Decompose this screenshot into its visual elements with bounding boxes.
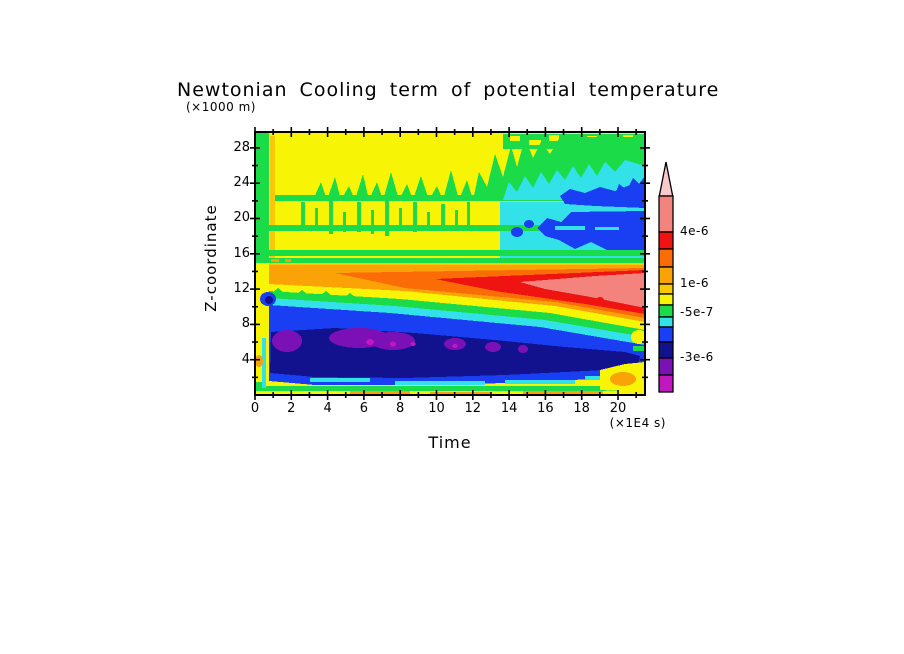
colorbar-tick-label: -3e-6 [680,350,714,364]
contour-region [310,378,370,382]
y-tick-label: 8 [241,316,250,332]
contour-region [524,220,534,228]
contour-region [395,381,485,385]
colorbar-segment [658,341,674,359]
contour-region [596,297,604,303]
x-axis-unit-label: (×1E4 s) [609,416,666,430]
contour-region [529,140,541,145]
contour-region [255,355,263,367]
x-tick-label: 8 [396,401,405,416]
contour-region [510,136,520,141]
contour-region [366,339,374,345]
x-tick-label: 6 [359,401,369,416]
x-tick-label: 16 [537,401,554,416]
contour-region [523,391,603,394]
chart-title: Newtonian Cooling term of potential temp… [177,79,720,101]
contour-region [329,200,333,234]
x-tick-label: 10 [428,401,445,416]
contour-region [452,344,458,348]
colorbar-tick-label: 4e-6 [680,224,709,238]
contour-region [511,227,523,237]
contour-region [467,202,470,228]
contour-region [413,202,417,232]
colorbar-segment [658,316,674,328]
colorbar-tick-label: 1e-6 [680,276,709,290]
x-tick-label: 4 [323,401,332,416]
colorbar-overflow-arrow [658,161,674,197]
colorbar-segment [658,374,674,393]
colorbar-segment [658,304,674,318]
contour-region [441,204,445,230]
colorbar-tick-label: -5e-7 [680,305,714,319]
x-axis-label: Time [428,433,472,452]
contour-region [399,208,402,230]
y-tick-label: 20 [233,210,250,226]
x-tick-label: 14 [500,401,518,416]
contour-region [269,258,645,263]
contour-region [549,135,559,141]
plot-area [255,132,645,395]
colorbar-segment [658,248,674,268]
contour-region [371,332,415,350]
y-axis-unit-label: (×1000 m) [186,100,256,114]
contour-region [427,212,430,230]
colorbar-segment [658,326,674,343]
colorbar-segment [658,266,674,285]
contour-region [285,259,291,262]
y-tick-label: 28 [233,139,250,155]
contour-region [555,226,585,230]
y-tick-label: 4 [241,351,250,367]
contour-region [595,227,619,230]
contour-region [350,391,410,394]
colorbar-segment [658,283,674,295]
colorbar-segment [658,357,674,376]
colorbar-segment [658,231,674,250]
contour-region [269,250,645,256]
x-tick-label: 20 [609,401,627,416]
contour-region [357,202,361,232]
contour-region [518,345,528,353]
contour-region [455,210,458,230]
y-tick-label: 24 [233,175,250,191]
contour-region [315,208,318,230]
contour-region [410,342,416,346]
contour-region [505,380,575,384]
colorbar-segment [658,293,674,306]
contour-region [343,212,346,232]
contour-region [633,346,645,351]
contour-region [255,132,269,263]
x-tick-label: 18 [573,401,590,416]
contour-region [430,392,490,395]
contour-region [271,259,279,262]
contour-region [371,210,374,234]
contour-region [255,386,645,391]
x-tick-label: 12 [464,401,482,416]
contour-region [385,198,389,236]
contour-region [610,372,636,386]
contour-region [272,330,302,352]
x-tick-label: 2 [287,401,296,416]
y-tick-label: 16 [233,245,250,261]
x-tick-label: 0 [250,401,260,416]
contour-region [485,342,501,352]
y-tick-label: 12 [233,281,250,297]
contour-region [270,136,275,260]
contour-region [301,202,305,230]
contour-region [265,296,273,304]
colorbar-segment [658,195,674,233]
contour-region [390,341,396,347]
